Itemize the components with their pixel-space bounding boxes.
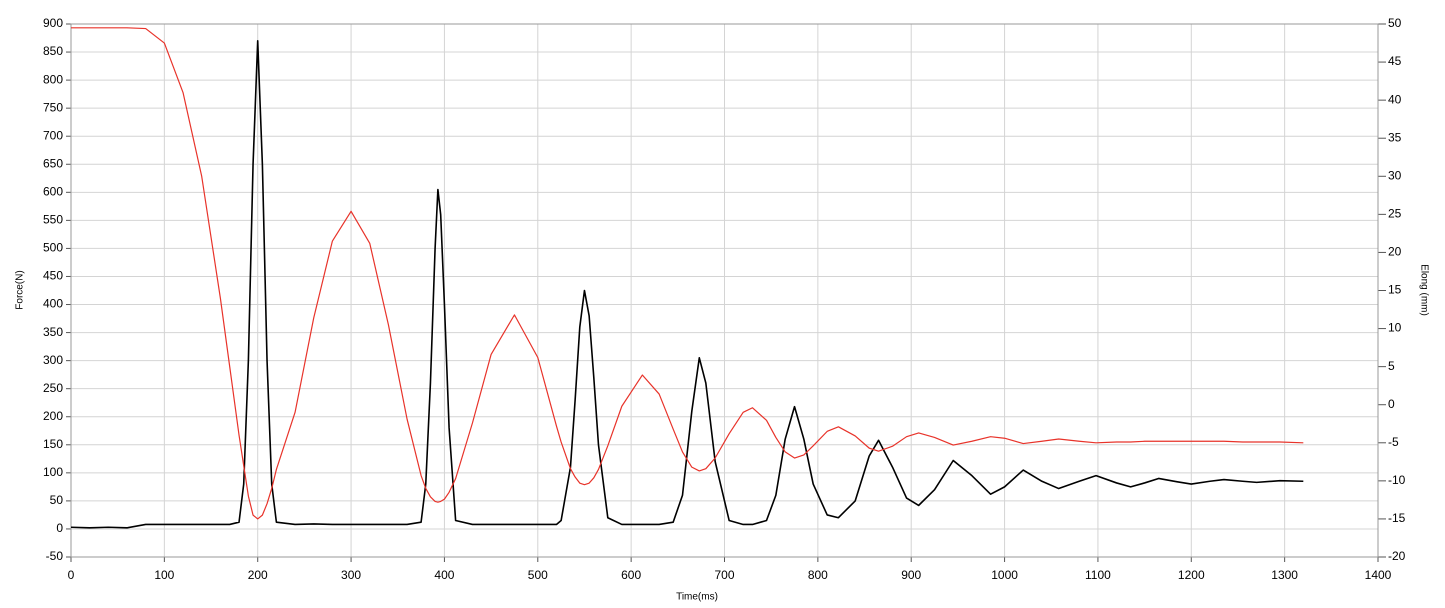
x-tick-label: 100 — [154, 568, 174, 582]
x-tick-label: 0 — [68, 568, 75, 582]
y-tick-label: 0 — [56, 521, 63, 535]
y-tick-label: 300 — [43, 353, 63, 367]
y-tick-label: 200 — [43, 409, 63, 423]
y2-tick-label: -10 — [1388, 473, 1406, 487]
y-tick-label: 650 — [43, 156, 63, 170]
y-tick-label: 150 — [43, 437, 63, 451]
y2-tick-label: 45 — [1388, 54, 1402, 68]
x-axis-label: Time(ms) — [676, 592, 718, 603]
y-tick-label: 700 — [43, 128, 63, 142]
y2-tick-label: 30 — [1388, 168, 1402, 182]
x-tick-label: 500 — [528, 568, 548, 582]
y2-tick-label: 0 — [1388, 397, 1395, 411]
line-series — [71, 27, 1304, 520]
y-tick-label: 900 — [43, 16, 63, 30]
x-tick-label: 600 — [621, 568, 641, 582]
x-tick-label: 400 — [434, 568, 454, 582]
y-tick-label: 500 — [43, 241, 63, 255]
y-tick-label: 800 — [43, 72, 63, 86]
y2-tick-label: -15 — [1388, 511, 1406, 525]
y-tick-label: -50 — [46, 549, 64, 563]
y2-tick-label: 35 — [1388, 130, 1402, 144]
line-series — [70, 40, 1304, 529]
y-tick-label: 350 — [43, 325, 63, 339]
x-tick-label: 300 — [341, 568, 361, 582]
y-tick-label: 850 — [43, 44, 63, 58]
plot-frame — [70, 23, 1379, 558]
x-tick-label: 900 — [901, 568, 921, 582]
x-tick-label: 1200 — [1178, 568, 1205, 582]
y2-tick-label: 20 — [1388, 245, 1402, 259]
y2-tick-label: -20 — [1388, 549, 1406, 563]
y-tick-label: 50 — [50, 493, 64, 507]
x-tick-label: 1100 — [1085, 568, 1111, 582]
y-tick-label: 450 — [43, 269, 63, 283]
y2-tick-label: 5 — [1388, 359, 1395, 373]
y-tick-label: 250 — [43, 381, 63, 395]
y-tick-label: 550 — [43, 213, 63, 227]
y-tick-label: 400 — [43, 297, 63, 311]
y-tick-label: 750 — [43, 100, 63, 114]
y-tick-label: 100 — [43, 465, 63, 479]
x-tick-label: 1300 — [1271, 568, 1298, 582]
x-tick-label: 200 — [248, 568, 268, 582]
y2-axis-label: Elong (mm) — [1418, 264, 1429, 316]
x-tick-label: 800 — [808, 568, 828, 582]
x-tick-label: 700 — [714, 568, 734, 582]
y2-tick-label: 15 — [1388, 283, 1402, 297]
x-tick-label: 1400 — [1365, 568, 1392, 582]
y-axis-label: Force(N) — [15, 270, 26, 309]
y2-tick-label: 25 — [1388, 207, 1402, 221]
y2-tick-label: 40 — [1388, 92, 1402, 106]
y2-tick-label: 50 — [1388, 16, 1402, 30]
y2-tick-label: -5 — [1388, 435, 1399, 449]
y2-tick-label: 10 — [1388, 321, 1402, 335]
x-tick-label: 1000 — [991, 568, 1018, 582]
y-tick-label: 600 — [43, 184, 63, 198]
